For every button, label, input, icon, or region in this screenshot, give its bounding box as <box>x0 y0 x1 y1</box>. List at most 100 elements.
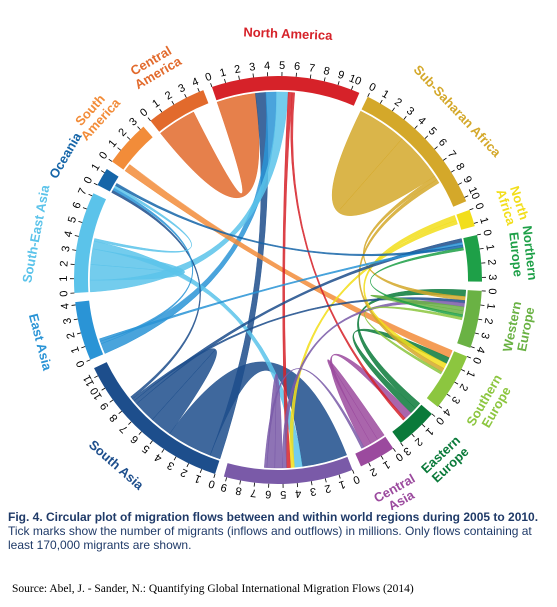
tick-label-western-europe-1: 1 <box>484 302 497 310</box>
tick-eastern-europe-0 <box>431 413 436 417</box>
tick-label-western-asia-4: 4 <box>295 487 302 500</box>
chord-diagram: 0 1 2 3 4 5 6 7 8 9 10 0123456789100101230123401234… <box>19 24 541 510</box>
tick-label-south-asia-9: 9 <box>98 400 111 412</box>
tick-label-north-america-6: 6 <box>293 61 300 73</box>
tick-label-south-asia-5: 5 <box>140 442 152 455</box>
tick-label-western-europe-4: 4 <box>474 345 487 355</box>
tick-south-east-asia-7 <box>88 193 93 197</box>
region-label-east-asia: East Asia <box>26 312 55 373</box>
tick-east-asia-0 <box>86 359 91 362</box>
flow-northern-europe-to-western-europe <box>370 247 464 318</box>
tick-label-east-asia-3: 3 <box>61 317 74 325</box>
arc-southern-europe <box>426 351 468 407</box>
tick-western-europe-3 <box>474 332 479 335</box>
tick-north-america-2 <box>238 75 240 80</box>
tick-southern-europe-1 <box>461 369 466 372</box>
tick-sub-saharan-africa-4 <box>414 125 418 129</box>
flow-north-africa-to-western-asia <box>289 220 458 468</box>
arc-south-america <box>111 126 153 170</box>
arc-south-east-asia <box>74 193 107 293</box>
source-note: Source: Abel, J. - Sander, N.: Quantifyi… <box>12 583 414 595</box>
region-label-north-africa: NorthAfrica <box>493 183 532 228</box>
tick-label-south-east-asia-4: 4 <box>62 230 75 239</box>
tick-label-south-asia-2: 2 <box>179 466 190 479</box>
tick-label-south-asia-10: 10 <box>88 385 105 402</box>
flow-south-asia-to-oceania <box>111 189 201 400</box>
flow-central-asia-to-central-asia <box>327 359 385 444</box>
tick-south-america-3 <box>137 126 141 130</box>
tick-label-central-america-4: 4 <box>190 76 200 89</box>
tick-label-south-asia-4: 4 <box>152 451 164 464</box>
tick-label-east-asia-1: 1 <box>69 345 82 355</box>
tick-south-east-asia-4 <box>74 235 79 237</box>
tick-label-central-asia-1: 1 <box>381 458 392 471</box>
tick-eastern-europe-2 <box>411 433 415 438</box>
region-label-eastern-europe: EasternEurope <box>418 433 473 487</box>
arc-sub-saharan-africa <box>361 96 467 207</box>
tick-north-america-0 <box>210 83 213 88</box>
tick-label-north-america-0: 0 <box>204 71 214 84</box>
tick-label-sub-saharan-africa-7: 7 <box>445 148 458 160</box>
flow-sub-saharan-africa-to-sub-saharan-africa <box>331 110 436 216</box>
tick-label-north-america-1: 1 <box>218 67 227 80</box>
tick-label-south-east-asia-7: 7 <box>76 186 89 197</box>
tick-label-north-america-8: 8 <box>322 65 331 78</box>
tick-southern-europe-4 <box>438 405 443 409</box>
tick-south-asia-1 <box>199 469 203 474</box>
tick-south-asia-0 <box>213 473 216 478</box>
caption-note: Tick marks show the number of migrants (… <box>8 524 532 552</box>
tick-eastern-europe-1 <box>421 424 426 428</box>
tick-south-east-asia-6 <box>82 207 87 210</box>
arc-eastern-europe <box>392 404 432 443</box>
tick-label-south-asia-1: 1 <box>193 472 203 485</box>
tick-label-central-america-1: 1 <box>150 97 162 110</box>
flow-south-asia-to-south-asia <box>136 348 217 434</box>
flow-east-asia-to-northern-europe <box>99 242 463 342</box>
tick-label-central-america-0: 0 <box>138 106 150 119</box>
tick-label-central-asia-0: 0 <box>393 450 405 463</box>
tick-label-oceania-1: 1 <box>89 162 102 174</box>
region-label-northern-europe: NorthernEurope <box>506 225 541 283</box>
region-label-western-europe: WesternEurope <box>500 300 538 356</box>
tick-south-east-asia-5 <box>78 221 83 223</box>
tick-label-western-europe-3: 3 <box>478 331 491 340</box>
tick-south-asia-3 <box>173 456 177 461</box>
flow-south-asia-to-western-europe <box>132 297 466 402</box>
tick-label-sub-saharan-africa-1: 1 <box>380 88 391 101</box>
tick-label-northern-europe-3: 3 <box>486 274 498 280</box>
tick-south-asia-2 <box>186 463 190 468</box>
tick-north-america-7 <box>309 74 312 79</box>
tick-western-europe-2 <box>478 318 483 321</box>
tick-western-asia-0 <box>352 469 355 474</box>
arc-western-europe <box>457 290 482 348</box>
tick-western-asia-2 <box>324 478 327 483</box>
arc-northern-europe <box>463 235 482 282</box>
tick-label-north-america-5: 5 <box>279 60 285 72</box>
tick-sub-saharan-africa-5 <box>424 135 429 139</box>
tick-label-sub-saharan-africa-9: 9 <box>460 174 473 185</box>
flow-central-america-to-north-america <box>160 93 260 198</box>
tick-label-south-america-1: 1 <box>106 138 119 150</box>
tick-western-asia-9 <box>225 477 227 482</box>
tick-label-northern-europe-2: 2 <box>485 259 497 266</box>
tick-label-south-america-0: 0 <box>97 150 110 162</box>
tick-label-north-africa-0: 0 <box>472 201 485 211</box>
tick-label-north-america-2: 2 <box>233 63 241 76</box>
tick-label-east-asia-0: 0 <box>74 359 87 369</box>
tick-central-asia-2 <box>368 462 371 467</box>
tick-sub-saharan-africa-3 <box>403 116 407 120</box>
tick-south-america-0 <box>108 158 113 162</box>
tick-label-south-asia-11: 11 <box>81 373 97 389</box>
tick-oceania-0 <box>93 182 98 186</box>
flow-south-america-to-southern-europe <box>124 164 453 359</box>
flow-south-asia-to-western-asia <box>169 361 347 467</box>
tick-western-asia-3 <box>310 481 313 486</box>
tick-central-america-4 <box>197 87 200 92</box>
tick-label-western-asia-5: 5 <box>280 488 286 500</box>
tick-central-america-2 <box>171 100 175 105</box>
tick-label-south-east-asia-1: 1 <box>58 276 70 282</box>
tick-central-america-0 <box>147 117 151 122</box>
flow-north-america-to-western-asia <box>282 92 293 469</box>
tick-label-western-europe-2: 2 <box>482 317 495 325</box>
region-label-southern-europe: SouthernEurope <box>463 372 517 436</box>
